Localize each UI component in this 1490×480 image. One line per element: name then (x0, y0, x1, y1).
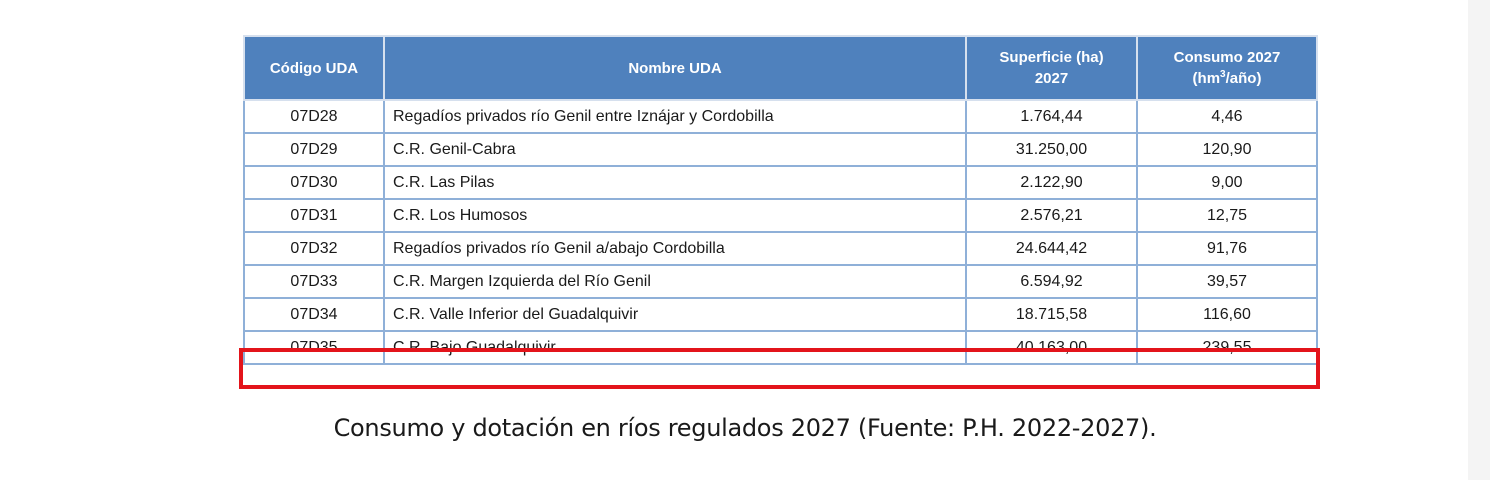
header-code-label: Código UDA (269, 59, 359, 77)
cell-surface: 24.644,42 (965, 231, 1138, 266)
cell-consumption: 120,90 (1136, 132, 1318, 167)
header-consumption: Consumo 2027 (hm3/año) (1136, 35, 1318, 101)
cell-name: Regadíos privados río Genil a/abajo Cord… (383, 231, 967, 266)
cell-code: 07D28 (243, 99, 385, 134)
cell-name: C.R. Genil-Cabra (383, 132, 967, 167)
table-row: 07D30 C.R. Las Pilas 2.122,90 9,00 (243, 165, 1318, 200)
cell-consumption: 4,46 (1136, 99, 1318, 134)
header-consumption-unit-pre: (hm (1192, 70, 1221, 87)
table-row: 07D32 Regadíos privados río Genil a/abaj… (243, 231, 1318, 266)
cell-name: C.R. Los Humosos (383, 198, 967, 233)
header-code: Código UDA (243, 35, 385, 101)
cell-consumption: 116,60 (1136, 297, 1318, 332)
uda-table: Código UDA Nombre UDA Superficie (ha) 20… (243, 35, 1318, 365)
table-row: 07D34 C.R. Valle Inferior del Guadalquiv… (243, 297, 1318, 332)
cell-consumption: 91,76 (1136, 231, 1318, 266)
cell-name: C.R. Bajo Guadalquivir (383, 330, 967, 365)
table-row: 07D29 C.R. Genil-Cabra 31.250,00 120,90 (243, 132, 1318, 167)
header-surface: Superficie (ha) 2027 (965, 35, 1138, 101)
table-row-highlighted: 07D35 C.R. Bajo Guadalquivir 40.163,00 2… (243, 330, 1318, 365)
table-header-row: Código UDA Nombre UDA Superficie (ha) 20… (243, 35, 1318, 101)
cell-surface: 2.576,21 (965, 198, 1138, 233)
cell-code: 07D32 (243, 231, 385, 266)
table-row: 07D28 Regadíos privados río Genil entre … (243, 99, 1318, 134)
cell-code: 07D30 (243, 165, 385, 200)
header-name: Nombre UDA (383, 35, 967, 101)
cell-name: Regadíos privados río Genil entre Iznája… (383, 99, 967, 134)
header-consumption-unit-post: /año) (1225, 70, 1262, 87)
cell-consumption: 12,75 (1136, 198, 1318, 233)
cell-code: 07D29 (243, 132, 385, 167)
cell-surface: 31.250,00 (965, 132, 1138, 167)
figure-caption: Consumo y dotación en ríos regulados 202… (333, 414, 1157, 442)
cell-name: C.R. Las Pilas (383, 165, 967, 200)
header-surface-line1: Superficie (ha) (999, 49, 1104, 66)
uda-table-figure: Código UDA Nombre UDA Superficie (ha) 20… (239, 35, 1320, 389)
header-name-label: Nombre UDA (628, 59, 722, 77)
cell-consumption: 239,55 (1136, 330, 1318, 365)
header-consumption-unit-sup: 3 (1220, 69, 1226, 80)
page-edge-strip (1468, 0, 1490, 480)
cell-code: 07D34 (243, 297, 385, 332)
cell-consumption: 9,00 (1136, 165, 1318, 200)
cell-code: 07D31 (243, 198, 385, 233)
header-surface-line2: 2027 (1034, 70, 1069, 87)
cell-code: 07D33 (243, 264, 385, 299)
cell-consumption: 39,57 (1136, 264, 1318, 299)
cell-code: 07D35 (243, 330, 385, 365)
table-row: 07D33 C.R. Margen Izquierda del Río Geni… (243, 264, 1318, 299)
cell-surface: 1.764,44 (965, 99, 1138, 134)
header-consumption-line1: Consumo 2027 (1173, 49, 1281, 66)
cell-name: C.R. Margen Izquierda del Río Genil (383, 264, 967, 299)
cell-surface: 2.122,90 (965, 165, 1138, 200)
table-row: 07D31 C.R. Los Humosos 2.576,21 12,75 (243, 198, 1318, 233)
cell-name: C.R. Valle Inferior del Guadalquivir (383, 297, 967, 332)
cell-surface: 18.715,58 (965, 297, 1138, 332)
cell-surface: 40.163,00 (965, 330, 1138, 365)
cell-surface: 6.594,92 (965, 264, 1138, 299)
